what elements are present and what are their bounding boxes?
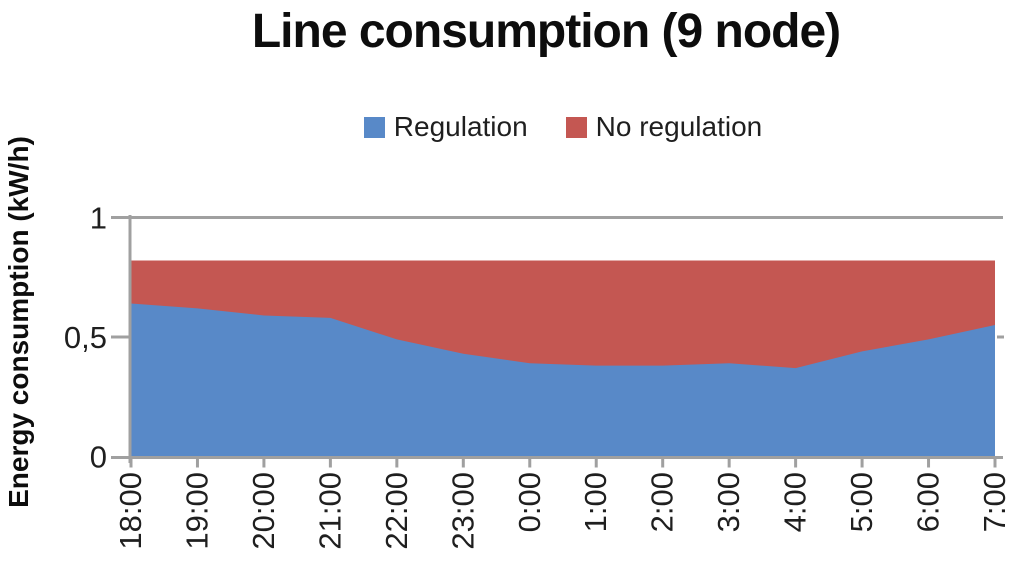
regulation-area — [131, 303, 995, 457]
x-tick-label-3: 21:00 — [312, 472, 347, 550]
x-tick-label-7: 1:00 — [578, 472, 613, 532]
legend: Regulation No regulation — [131, 110, 995, 144]
x-tick-label-13: 7:00 — [977, 472, 1012, 532]
legend-item-no-regulation: No regulation — [565, 111, 763, 143]
x-tick-label-11: 5:00 — [844, 472, 879, 532]
y-tick-label-1: 0,5 — [64, 320, 107, 355]
x-tick-label-8: 2:00 — [645, 472, 680, 532]
x-tick-label-12: 6:00 — [911, 472, 946, 532]
x-tick-label-2: 20:00 — [246, 472, 281, 550]
legend-item-regulation: Regulation — [363, 111, 528, 143]
x-tick-label-5: 23:00 — [445, 472, 480, 550]
x-tick-label-1: 19:00 — [179, 472, 214, 550]
y-tick-label-2: 0 — [90, 440, 107, 475]
legend-swatch-no-regulation — [565, 116, 587, 138]
y-tick-label-0: 1 — [90, 201, 107, 236]
x-tick-label-4: 22:00 — [379, 472, 414, 550]
legend-swatch-regulation — [363, 116, 385, 138]
legend-label-no-regulation: No regulation — [595, 111, 763, 142]
x-tick-label-9: 3:00 — [711, 472, 746, 532]
x-tick-label-0: 18:00 — [113, 472, 148, 550]
x-tick-label-10: 4:00 — [778, 472, 813, 532]
legend-label-regulation: Regulation — [393, 111, 528, 142]
chart-title: Line consumption (9 node) — [251, 5, 841, 58]
x-tick-label-6: 0:00 — [512, 472, 547, 532]
